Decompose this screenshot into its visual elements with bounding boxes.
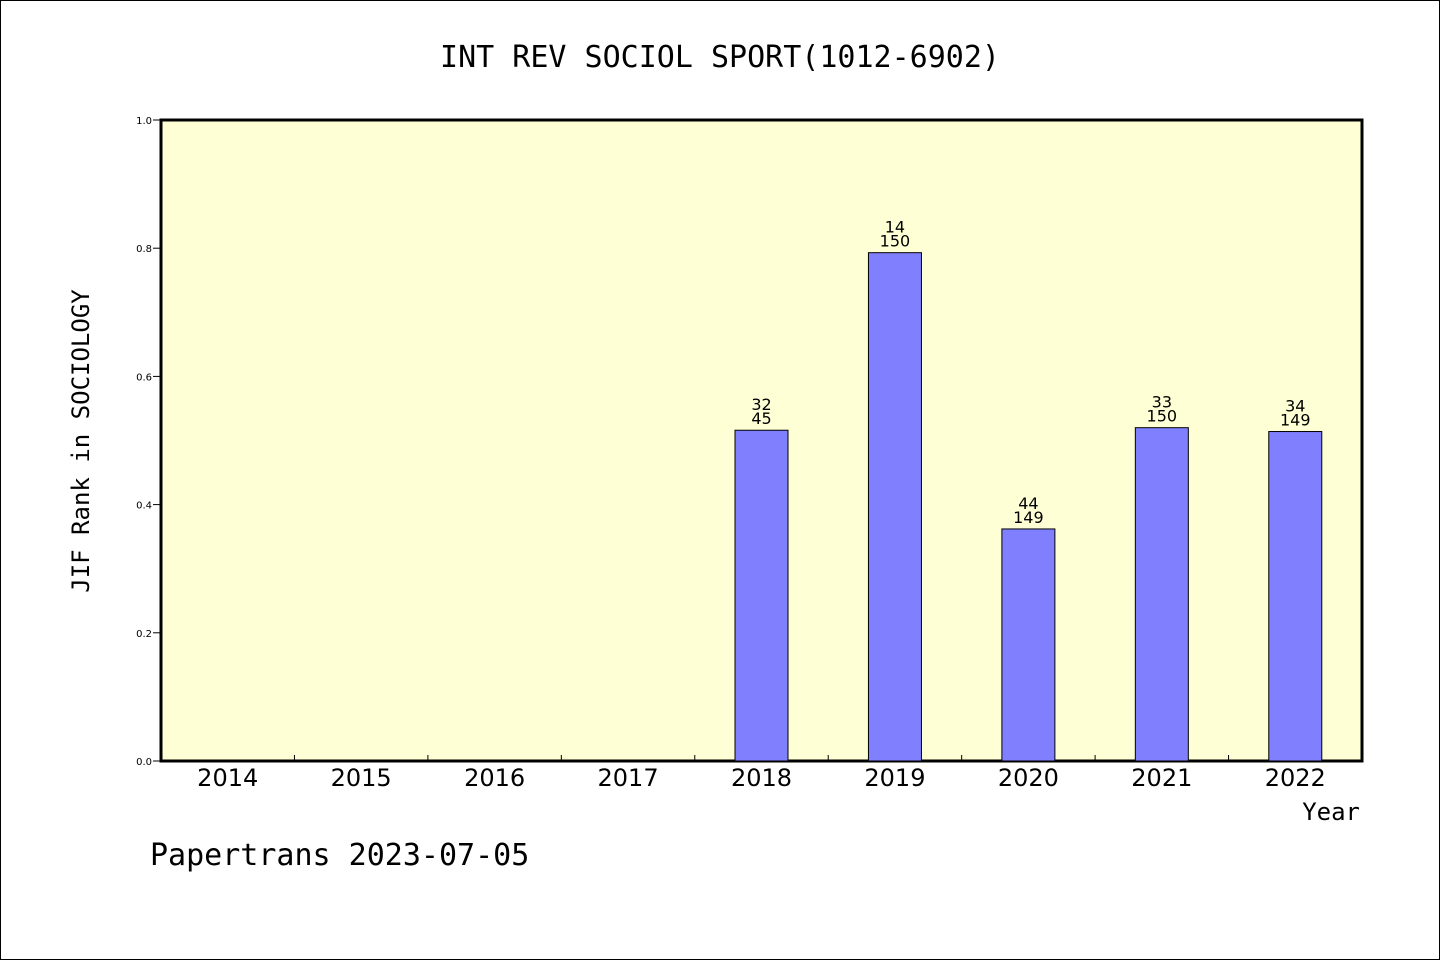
x-tick-label: 2017 [598,764,659,792]
bar-2022 [1268,431,1323,762]
x-tick-label: 2015 [331,764,392,792]
data-label-total: 150 [880,232,911,251]
y-tick-label: 0.8 [136,244,152,255]
x-tick-label: 2020 [998,764,1059,792]
chart-title: INT REV SOCIOL SPORT(1012-6902) [440,40,1000,75]
x-tick-label: 2014 [197,764,258,792]
y-tick-label: 0.0 [136,757,152,768]
bar-2021 [1134,427,1189,762]
y-tick-label: 1.0 [136,116,152,127]
footer-credit: Papertrans 2023-07-05 [150,838,529,873]
data-label-total: 45 [751,409,771,428]
x-tick-label: 2016 [464,764,525,792]
bar-2020 [1001,528,1056,762]
bar-2018 [734,429,789,762]
x-tick-label: 2021 [1131,764,1192,792]
y-axis-label: JIF Rank in SOCIOLOGY [67,289,95,593]
data-label-rank: 44 [1018,494,1038,513]
x-axis-label: Year [1302,798,1360,826]
data-label-total: 150 [1147,407,1178,426]
x-tick-label: 2019 [864,764,925,792]
y-tick-label: 0.2 [136,629,152,640]
data-label-rank: 14 [885,218,905,237]
data-label-total: 149 [1013,508,1044,527]
y-tick-label: 0.4 [136,501,152,512]
bar-2019 [867,252,922,762]
x-tick-label: 2018 [731,764,792,792]
y-axis: 0.0 0.2 0.4 0.6 0.8 1.0 [136,116,161,768]
data-label-total: 149 [1280,411,1311,430]
bars [734,252,1323,762]
x-tick-label: 2022 [1265,764,1326,792]
y-tick-label: 0.6 [136,372,152,383]
data-label-rank: 33 [1152,393,1172,412]
x-axis: 2014 2015 2016 2017 2018 2019 2020 2021 2022 [197,755,1326,792]
data-label-rank: 32 [751,395,771,414]
data-label-rank: 34 [1285,397,1305,416]
